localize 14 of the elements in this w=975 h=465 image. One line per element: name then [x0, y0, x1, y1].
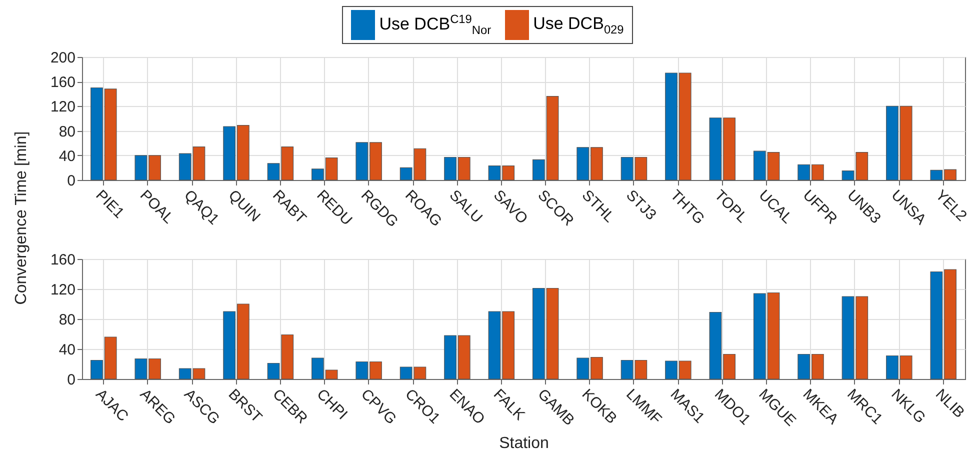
y-tick-label: 40: [58, 342, 76, 358]
y-tick-label: 0: [67, 372, 76, 388]
y-tick-label: 120: [50, 282, 76, 298]
y-tick-label: 40: [58, 148, 76, 165]
y-tick-label: 0: [67, 172, 76, 190]
y-tick-label: 80: [58, 312, 76, 328]
y-tick-label: 160: [50, 74, 76, 92]
x-axis-title: Station: [499, 434, 549, 452]
y-tick-label: 120: [50, 98, 76, 116]
legend-label: Use DCB$_{029}$: [533, 14, 624, 36]
y-tick-label: 80: [58, 123, 76, 140]
y-tick-label: 200: [50, 50, 76, 66]
y-axis-title: Convergence Time [min]: [13, 131, 31, 305]
y-tick-label: 160: [50, 252, 76, 268]
